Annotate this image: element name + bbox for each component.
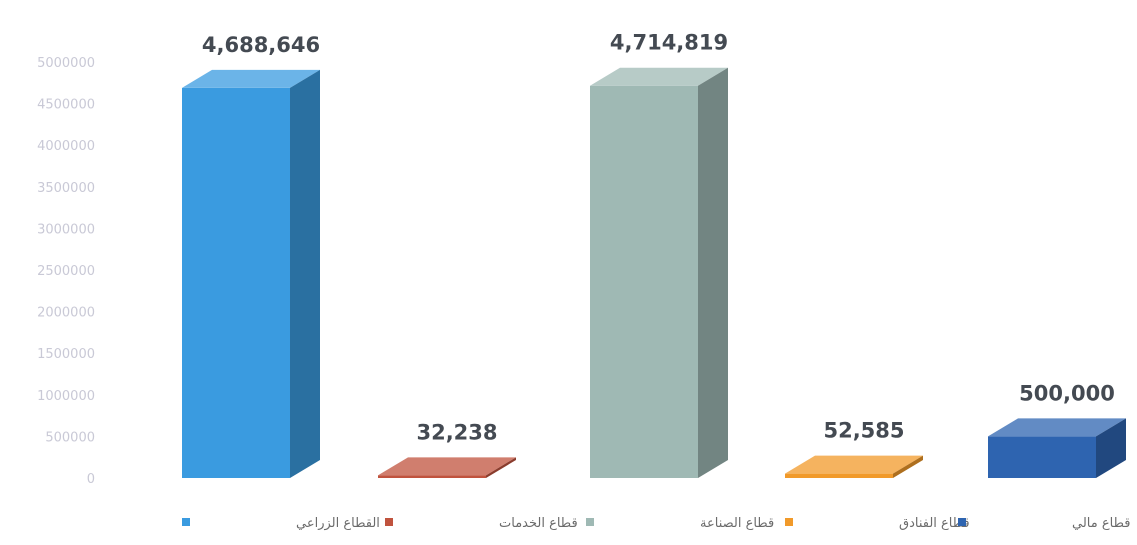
bar: [590, 68, 728, 478]
legend-label: قطاع الخدمات: [499, 516, 578, 531]
legend-item: قطاع مالي: [958, 516, 1130, 531]
y-tick-label: 0: [87, 472, 95, 487]
y-tick-label: 2000000: [37, 306, 95, 321]
legend-swatch: [182, 518, 190, 526]
bar-front-face: [988, 436, 1096, 478]
legend-item: قطاع الخدمات: [385, 516, 578, 531]
bar: [988, 418, 1126, 478]
data-label: 52,585: [823, 419, 904, 443]
legend-swatch: [385, 518, 393, 526]
y-tick-label: 3000000: [37, 222, 95, 237]
data-label: 32,238: [416, 420, 497, 444]
y-tick-label: 1000000: [37, 389, 95, 404]
legend-swatch: [785, 518, 793, 526]
data-label: 4,688,646: [202, 33, 320, 57]
y-tick-label: 2500000: [37, 264, 95, 279]
bar-top-face: [378, 457, 516, 475]
bar-front-face: [785, 474, 893, 478]
legend-item: القطاع الزراعي: [182, 516, 380, 531]
y-tick-label: 500000: [45, 430, 95, 445]
legend: القطاع الزراعي قطاع الخدمات قطاع الصناعة قط…: [182, 516, 1130, 531]
y-tick-label: 4000000: [37, 139, 95, 154]
data-label: 4,714,819: [610, 31, 728, 55]
bar-side-face: [290, 70, 320, 478]
y-tick-label: 4500000: [37, 98, 95, 113]
y-tick-label: 1500000: [37, 347, 95, 362]
y-tick-label: 5000000: [37, 56, 95, 71]
data-label: 500,000: [1019, 381, 1115, 405]
bar: [182, 70, 320, 478]
legend-swatch: [958, 518, 966, 526]
legend-item: قطاع الفنادق: [785, 516, 970, 531]
bars: [182, 68, 1126, 478]
legend-label: قطاع الصناعة: [700, 516, 774, 531]
bar-side-face: [698, 68, 728, 478]
bar-front-face: [590, 86, 698, 478]
y-tick-label: 3500000: [37, 181, 95, 196]
bar: [378, 457, 516, 478]
legend-item: قطاع الصناعة: [586, 516, 774, 531]
legend-label: قطاع مالي: [1072, 516, 1130, 531]
legend-swatch: [586, 518, 594, 526]
bar-front-face: [182, 88, 290, 478]
legend-label: القطاع الزراعي: [296, 516, 380, 531]
bar-front-face: [378, 475, 486, 478]
y-axis: 0 500000 1000000 1500000 2000000 2500000 30000…: [37, 56, 95, 487]
bar: [785, 456, 923, 478]
